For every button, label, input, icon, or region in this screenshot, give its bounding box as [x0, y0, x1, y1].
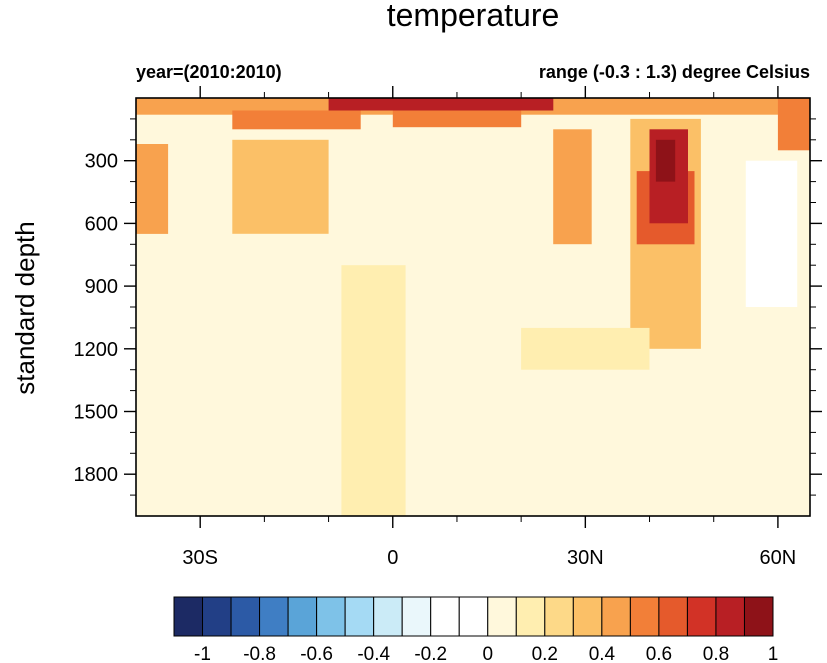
colorbar-box-20 — [743, 596, 774, 637]
colorbar-box-4 — [287, 596, 318, 637]
heatmap-field — [136, 98, 810, 516]
chart-title: temperature — [387, 0, 560, 33]
colorbar-label-10: 1 — [768, 644, 779, 663]
heatmap-region-6 — [232, 139, 329, 234]
x-tick-label-0: 30S — [182, 547, 218, 569]
colorbar-label-2: -0.6 — [300, 644, 333, 663]
axis-ticks — [124, 86, 822, 528]
subtitle-range: range (-0.3 : 1.3) degree Celsius — [539, 62, 810, 82]
colorbar-label-5: 0 — [483, 644, 494, 663]
colorbar-box-15 — [601, 596, 631, 637]
heatmap-region-11 — [655, 139, 676, 182]
colorbar-box-6 — [344, 596, 375, 637]
colorbar-box-16 — [629, 596, 660, 637]
colorbar-box-10 — [458, 596, 489, 637]
axis-tick-labels: 30S 0 30N 60N 300 600 900 1200 1500 1800 — [74, 151, 797, 569]
heatmap-region-14 — [521, 327, 650, 370]
x-tick-label-3: 60N — [760, 547, 797, 569]
colorbar-box-19 — [715, 596, 745, 637]
x-tick-label-2: 30N — [567, 547, 604, 569]
colorbar-box-11 — [487, 596, 517, 637]
y-tick-label-5: 1800 — [74, 464, 119, 486]
heatmap-region-13 — [341, 265, 406, 516]
heatmap-region-7 — [553, 129, 592, 245]
heatmap-region-4 — [232, 110, 361, 130]
colorbar-box-18 — [686, 596, 717, 637]
colorbar-label-7: 0.4 — [589, 644, 616, 663]
heatmap-region-2 — [328, 98, 554, 111]
colorbar-label-9: 0.8 — [703, 644, 729, 663]
colorbar — [173, 596, 774, 637]
x-tick-label-1: 0 — [387, 547, 398, 569]
colorbar-box-7 — [373, 596, 403, 637]
heatmap-region-5 — [136, 144, 169, 234]
y-tick-label-2: 900 — [85, 276, 118, 298]
colorbar-label-0: -1 — [194, 644, 211, 663]
y-tick-label-1: 600 — [85, 213, 118, 235]
colorbar-label-1: -0.8 — [243, 644, 276, 663]
subtitle-year: year=(2010:2010) — [136, 62, 282, 82]
colorbar-box-9 — [430, 596, 460, 637]
colorbar-label-4: -0.2 — [414, 644, 447, 663]
colorbar-label-8: 0.6 — [646, 644, 672, 663]
colorbar-label-6: 0.2 — [532, 644, 558, 663]
colorbar-box-5 — [316, 596, 346, 637]
colorbar-box-13 — [544, 596, 574, 637]
colorbar-box-14 — [572, 596, 603, 637]
heatmap-region-12 — [745, 160, 798, 307]
y-tick-label-3: 1200 — [74, 339, 119, 361]
y-tick-label-4: 1500 — [74, 402, 119, 424]
colorbar-box-2 — [230, 596, 261, 637]
colorbar-box-17 — [658, 596, 688, 637]
colorbar-label-3: -0.4 — [357, 644, 390, 663]
colorbar-box-8 — [401, 596, 432, 637]
colorbar-box-1 — [202, 596, 232, 637]
colorbar-box-0 — [173, 596, 204, 637]
heatmap-region-15 — [777, 98, 810, 151]
y-tick-label-0: 300 — [85, 151, 118, 173]
colorbar-labels: -1 -0.8 -0.6 -0.4 -0.2 0 0.2 0.4 0.6 0.8 1 — [194, 644, 778, 663]
colorbar-box-12 — [515, 596, 546, 637]
y-axis-label: standard depth — [10, 221, 40, 394]
heatmap-region-3 — [392, 110, 522, 128]
colorbar-box-3 — [259, 596, 289, 637]
